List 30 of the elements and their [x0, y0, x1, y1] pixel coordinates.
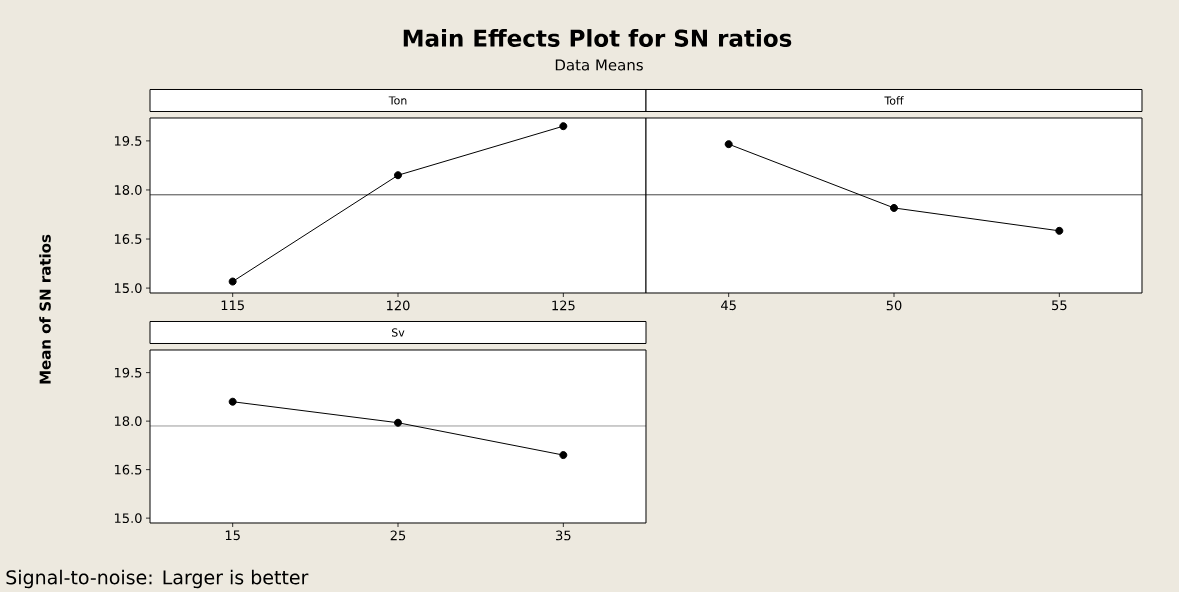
x-tick-label: 120 — [387, 300, 410, 311]
point — [228, 277, 237, 286]
y-tick-label: 18.0 — [114, 185, 142, 195]
point — [559, 451, 568, 460]
x-tick-label: 115 — [221, 300, 244, 311]
y-axis-title: Mean of SN ratios — [39, 234, 51, 384]
x-tick-label: 15 — [225, 530, 240, 541]
x-tick-label: 35 — [556, 530, 571, 541]
point — [394, 418, 403, 427]
x-tick-label: 125 — [552, 300, 575, 311]
text: Main Effects Plot for SN ratios — [403, 29, 792, 47]
text: Signal-to-noise: Larger is better — [6, 569, 309, 589]
point — [559, 122, 568, 131]
x-tick-label: 55 — [1052, 300, 1067, 311]
y-tick-label: 15.0 — [114, 513, 142, 524]
chart-title: Sv — [391, 328, 405, 337]
text: Data Means — [555, 59, 643, 71]
y-tick-label: 16.5 — [114, 234, 142, 244]
point — [228, 397, 237, 406]
y-tick-label: 19.5 — [114, 367, 142, 378]
y-tick-label: 19.5 — [114, 135, 142, 146]
x-tick-label: 45 — [721, 300, 736, 311]
y-tick-label: 15.0 — [114, 283, 142, 293]
y-tick-label: 16.5 — [114, 464, 142, 475]
x-tick-label: 25 — [390, 530, 406, 541]
chart-title: Toff — [884, 96, 904, 105]
chart-title: Ton — [388, 96, 407, 105]
y-tick-label: 18.0 — [114, 416, 142, 427]
point — [394, 171, 403, 180]
x-tick-label: 50 — [886, 300, 902, 311]
